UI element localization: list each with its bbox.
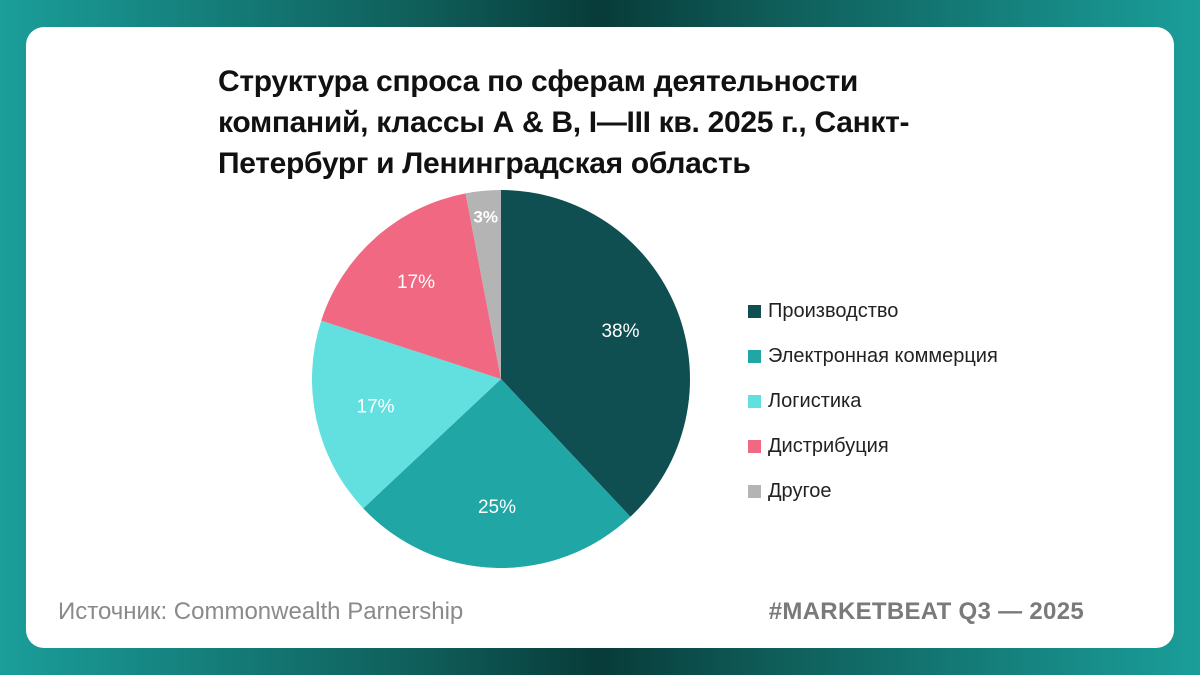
legend-swatch: [748, 440, 761, 453]
legend-swatch: [748, 395, 761, 408]
legend-label: Производство: [768, 300, 899, 322]
legend-item-4: Другое: [748, 469, 998, 514]
legend-label: Другое: [768, 480, 832, 502]
legend: Производство Электронная коммерция Логисти…: [748, 289, 998, 514]
pie-slice-4: [465, 190, 501, 379]
pie-slice-0: [501, 190, 690, 517]
legend-label: Дистрибуция: [768, 435, 889, 457]
legend-item-1: Электронная коммерция: [748, 334, 998, 379]
legend-item-2: Логистика: [748, 379, 998, 424]
legend-swatch: [748, 485, 761, 498]
chart-title: Структура спроса по сферам деятельности …: [218, 65, 910, 180]
pie-slice-1: [363, 379, 631, 569]
card: Структура спроса по сферам деятельности …: [26, 27, 1174, 648]
legend-swatch: [748, 305, 761, 318]
slice-label-2: 17%: [357, 397, 395, 418]
pie-slice-3: [321, 193, 501, 379]
legend-item-0: Производство: [748, 289, 998, 334]
legend-label: Логистика: [768, 390, 862, 412]
slice-label-4: 3%: [473, 208, 498, 227]
slice-label-3: 17%: [397, 272, 435, 293]
pie-chart: 38% 25% 17% 17% 3%: [312, 190, 690, 569]
source-note: Источник: Commonwealth Parnership: [58, 598, 464, 625]
slice-label-0: 38%: [601, 321, 639, 342]
legend-item-3: Дистрибуция: [748, 424, 998, 469]
legend-label: Электронная коммерция: [768, 345, 998, 367]
legend-swatch: [748, 350, 761, 363]
pie-slice-2: [312, 320, 501, 509]
slice-label-1: 25%: [478, 497, 516, 518]
brand-tag: #MARKETBEAT Q3 — 2025: [768, 598, 1084, 625]
